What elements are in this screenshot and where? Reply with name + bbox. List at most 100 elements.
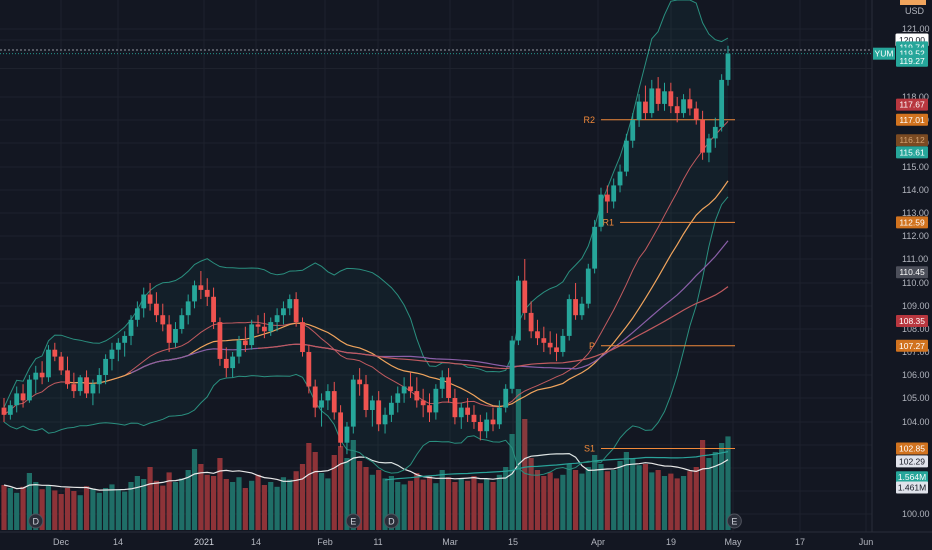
candle[interactable]: [230, 352, 236, 378]
candle[interactable]: [33, 365, 39, 394]
candle[interactable]: [439, 370, 445, 398]
dividend-marker[interactable]: D: [28, 513, 44, 529]
candle[interactable]: [179, 308, 185, 334]
candle[interactable]: [14, 386, 20, 413]
candle[interactable]: [103, 354, 109, 385]
candle[interactable]: [325, 384, 331, 410]
candle[interactable]: [509, 335, 515, 394]
candle[interactable]: [274, 308, 280, 332]
candle[interactable]: [357, 368, 363, 396]
candle[interactable]: [706, 133, 712, 163]
candle[interactable]: [7, 400, 13, 420]
candle[interactable]: [681, 94, 686, 118]
earnings-marker[interactable]: E: [726, 513, 742, 529]
time-axis-labels[interactable]: Dec 14 2021 14 Feb 11 Mar 15 Apr 19 May 17 Jun: [53, 537, 873, 547]
candle[interactable]: [96, 368, 102, 394]
candle[interactable]: [268, 317, 274, 336]
candle[interactable]: [77, 375, 83, 396]
candle[interactable]: [573, 283, 578, 320]
candle[interactable]: [369, 395, 375, 427]
candle[interactable]: [382, 407, 388, 434]
candle[interactable]: [217, 317, 223, 366]
candle[interactable]: [363, 375, 369, 418]
candle[interactable]: [58, 352, 64, 375]
candle[interactable]: [560, 329, 566, 357]
candle[interactable]: [528, 301, 534, 339]
candle[interactable]: [401, 377, 407, 403]
candle[interactable]: [1, 398, 7, 422]
candle[interactable]: [331, 381, 337, 420]
candle[interactable]: [122, 331, 128, 357]
candle[interactable]: [712, 117, 718, 148]
candle[interactable]: [376, 391, 382, 432]
candle[interactable]: [27, 375, 32, 403]
candle[interactable]: [134, 301, 140, 327]
candle[interactable]: [547, 331, 553, 355]
candle[interactable]: [249, 319, 255, 350]
candle[interactable]: [344, 422, 350, 455]
candle[interactable]: [643, 85, 648, 120]
candle[interactable]: [465, 398, 471, 422]
candle[interactable]: [65, 356, 70, 389]
dividend-marker[interactable]: D: [383, 513, 399, 529]
candle[interactable]: [516, 275, 521, 346]
candle[interactable]: [236, 335, 242, 364]
candle[interactable]: [655, 77, 661, 111]
candle[interactable]: [630, 113, 636, 148]
candle[interactable]: [84, 370, 89, 398]
candle[interactable]: [173, 322, 178, 348]
candle[interactable]: [115, 338, 121, 362]
candle[interactable]: [446, 368, 451, 403]
candle[interactable]: [522, 259, 528, 320]
candle[interactable]: [141, 287, 147, 318]
candle[interactable]: [128, 315, 134, 346]
candle[interactable]: [636, 94, 642, 127]
candle[interactable]: [427, 393, 432, 422]
candle[interactable]: [585, 263, 591, 309]
candle[interactable]: [395, 386, 401, 413]
candle[interactable]: [389, 395, 394, 422]
candle[interactable]: [433, 384, 439, 420]
candle[interactable]: [414, 377, 420, 408]
candle[interactable]: [204, 278, 210, 306]
candle[interactable]: [147, 283, 153, 311]
candle[interactable]: [490, 407, 496, 432]
candle[interactable]: [198, 271, 204, 300]
candle[interactable]: [535, 319, 540, 346]
candle[interactable]: [725, 45, 731, 86]
candle[interactable]: [166, 315, 172, 352]
candle[interactable]: [592, 219, 598, 274]
candle[interactable]: [39, 361, 45, 385]
candle[interactable]: [160, 303, 166, 332]
candle[interactable]: [541, 326, 547, 352]
candle[interactable]: [20, 384, 26, 408]
candle[interactable]: [477, 414, 483, 441]
candle[interactable]: [338, 405, 343, 448]
candle[interactable]: [261, 312, 267, 339]
candle[interactable]: [90, 379, 96, 406]
candle[interactable]: [350, 375, 356, 434]
candle[interactable]: [566, 294, 572, 341]
earnings-marker[interactable]: E: [345, 513, 361, 529]
candle[interactable]: [109, 342, 115, 371]
candle[interactable]: [503, 384, 509, 413]
candle[interactable]: [693, 101, 699, 125]
candle[interactable]: [668, 82, 674, 114]
candle[interactable]: [420, 388, 426, 418]
candle[interactable]: [458, 402, 464, 429]
candle[interactable]: [192, 280, 197, 309]
candle[interactable]: [687, 88, 693, 116]
candle[interactable]: [674, 97, 680, 123]
candle[interactable]: [52, 342, 58, 362]
candle[interactable]: [287, 294, 293, 316]
candle[interactable]: [71, 372, 77, 398]
candle[interactable]: [306, 345, 312, 394]
candle[interactable]: [319, 393, 324, 427]
candle[interactable]: [255, 315, 261, 334]
candle[interactable]: [611, 178, 617, 209]
candle[interactable]: [312, 379, 318, 418]
candle[interactable]: [604, 185, 610, 213]
candles[interactable]: [1, 45, 731, 455]
